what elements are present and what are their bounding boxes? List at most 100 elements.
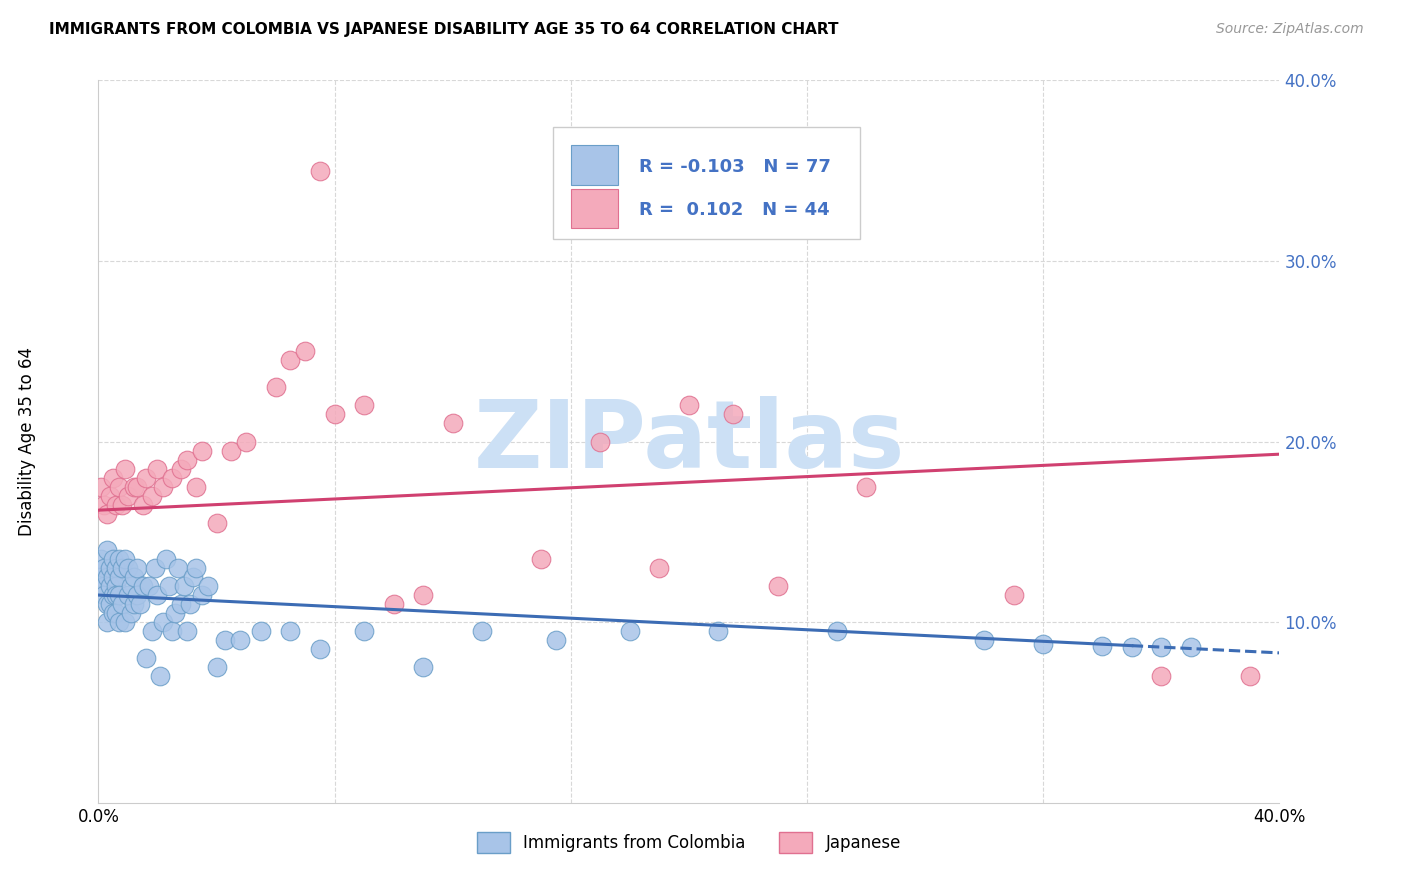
Point [167,561,190,575]
Point [103,588,125,602]
Point [441,417,464,431]
Point [648,561,671,575]
Point [678,398,700,412]
Point [122,480,145,494]
Point [250,624,273,639]
Point [165,606,187,620]
Point [98,579,121,593]
Point [120,579,142,593]
Point [184,480,207,494]
Point [197,579,219,593]
Point [155,552,177,566]
Point [93,579,115,593]
Point [1002,588,1025,602]
Point [1239,669,1261,683]
Point [96,507,118,521]
Point [120,606,142,620]
Point [264,380,287,394]
Point [1032,637,1054,651]
Legend: Immigrants from Colombia, Japanese: Immigrants from Colombia, Japanese [470,826,908,860]
Point [111,498,134,512]
Point [117,561,139,575]
Point [135,471,157,485]
FancyBboxPatch shape [553,128,860,239]
Point [141,624,163,639]
Point [546,633,568,648]
Point [353,624,375,639]
Point [382,597,405,611]
Point [108,552,131,566]
Point [179,597,201,611]
Point [93,561,115,575]
Point [146,588,169,602]
Point [766,579,789,593]
Point [173,579,195,593]
Point [176,624,198,639]
Point [108,480,131,494]
Point [170,597,193,611]
Point [530,552,553,566]
Point [280,624,302,639]
Point [973,633,995,648]
Point [235,434,257,449]
Point [105,588,128,602]
Point [103,606,125,620]
Point [117,588,139,602]
Point [152,480,174,494]
Point [108,570,131,584]
Point [1121,640,1143,655]
Point [191,443,214,458]
Point [125,480,148,494]
Point [90,552,112,566]
Point [229,633,252,648]
Point [181,570,204,584]
Point [122,570,145,584]
Y-axis label: Disability Age 35 to 64: Disability Age 35 to 64 [18,347,37,536]
Point [589,434,612,449]
Point [309,642,332,657]
Point [309,163,332,178]
Point [157,579,180,593]
Point [412,660,434,674]
Point [90,480,112,494]
Point [205,660,228,674]
Point [125,561,148,575]
Point [221,443,243,458]
Point [205,516,228,530]
Point [176,452,198,467]
Point [170,461,193,475]
Point [855,480,877,494]
Point [1091,639,1114,653]
Point [146,461,169,475]
Point [128,597,150,611]
Point [132,579,155,593]
Point [96,615,118,630]
Point [125,588,148,602]
Point [114,552,136,566]
Point [105,561,128,575]
Point [353,398,375,412]
Text: Source: ZipAtlas.com: Source: ZipAtlas.com [1216,22,1364,37]
Point [117,489,139,503]
Point [114,615,136,630]
Point [135,651,157,665]
Point [162,471,183,485]
Point [149,669,172,683]
Point [138,579,160,593]
Point [1150,669,1173,683]
Text: IMMIGRANTS FROM COLOMBIA VS JAPANESE DISABILITY AGE 35 TO 64 CORRELATION CHART: IMMIGRANTS FROM COLOMBIA VS JAPANESE DIS… [49,22,839,37]
Point [471,624,494,639]
Point [98,561,121,575]
Point [96,542,118,557]
Text: R =  0.102   N = 44: R = 0.102 N = 44 [640,202,830,219]
Point [108,588,131,602]
Point [184,561,207,575]
Point [141,489,163,503]
FancyBboxPatch shape [571,188,619,228]
Point [93,498,115,512]
Point [214,633,236,648]
Point [152,615,174,630]
Point [191,588,214,602]
Point [111,597,134,611]
Point [143,561,166,575]
